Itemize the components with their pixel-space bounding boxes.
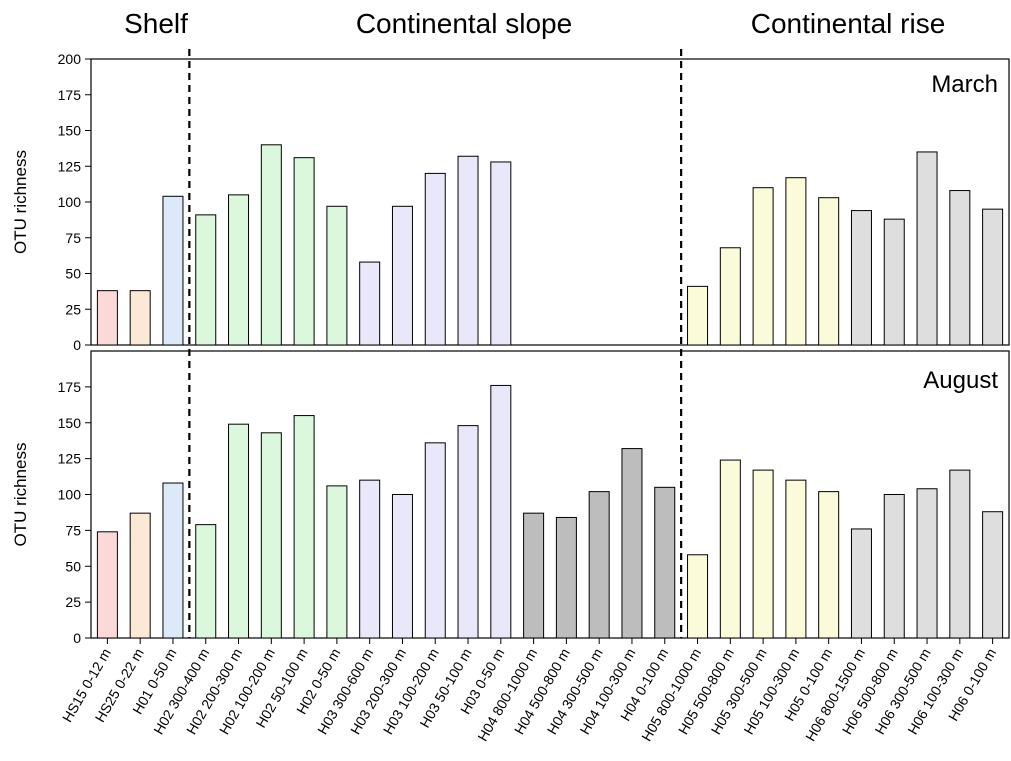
y-tick-label: 50: [65, 266, 81, 282]
bar-august-h03-200-300-m: [391, 494, 413, 639]
bar-august-hs25-0-22-m: [129, 512, 151, 639]
bar-august-h02-100-200-m: [260, 432, 282, 639]
bar-august-h02-200-300-m: [228, 423, 250, 639]
y-tick-label: 25: [65, 594, 81, 610]
bar-march-h06-300-500-m: [916, 151, 938, 346]
bar-august-h04-500-800-m: [555, 516, 577, 639]
y-tick-label: 125: [58, 451, 82, 467]
bar-august-h04-800-1000-m: [523, 512, 545, 639]
bar-august-h05-800-1000-m: [687, 554, 709, 639]
y-tick-label: 175: [58, 87, 82, 103]
panel-title-march: March: [931, 71, 998, 98]
y-tick-label: 100: [58, 194, 82, 210]
bar-august-hs15-0-12-m: [96, 531, 118, 639]
bar-march-hs15-0-12-m: [96, 290, 118, 346]
y-tick-label: 0: [73, 630, 81, 646]
bar-august-h03-50-100-m: [457, 425, 479, 639]
bar-august-h02-50-100-m: [293, 415, 315, 639]
y-tick-label: 75: [65, 522, 81, 538]
bar-august-h04-100-300-m: [621, 448, 643, 639]
region-dividers: [188, 49, 683, 638]
y-tick-label: 175: [58, 379, 82, 395]
bar-august-h04-0-100-m: [654, 486, 676, 639]
y-axis-label: OTU richness: [11, 443, 30, 547]
bar-august-h03-100-200-m: [424, 442, 446, 639]
bar-august-h06-800-1500-m: [850, 528, 872, 639]
y-tick-label: 150: [58, 415, 82, 431]
bar-march-h03-0-50-m: [490, 161, 512, 346]
bar-march-h05-100-300-m: [785, 177, 807, 346]
y-tick-label: 25: [65, 301, 81, 317]
bar-march-h03-50-100-m: [457, 155, 479, 346]
bar-august-h02-0-50-m: [326, 485, 348, 639]
y-tick-label: 0: [73, 337, 81, 353]
bar-march-h06-0-100-m: [982, 208, 1004, 346]
bar-august-h06-500-800-m: [883, 494, 905, 639]
bar-march-h02-50-100-m: [293, 157, 315, 346]
bar-august-h05-300-500-m: [752, 469, 774, 639]
panel-august: 0 25 50 75 100 125 150 175 OTU richness August: [11, 350, 1010, 646]
region-titles: Shelf Continental slope Continental rise: [124, 8, 945, 39]
bar-march-h05-800-1000-m: [687, 285, 709, 346]
bar-august-h06-300-500-m: [916, 488, 938, 639]
bar-march-hs25-0-22-m: [129, 290, 151, 346]
y-tick-label: 150: [58, 123, 82, 139]
bar-august-h01-0-50-m: [162, 482, 184, 639]
bar-march-h03-100-200-m: [424, 172, 446, 346]
region-title-continental-rise: Continental rise: [751, 8, 946, 39]
bar-august-h05-500-800-m: [719, 459, 741, 639]
bar-march-h02-0-50-m: [326, 205, 348, 346]
bar-march-h02-100-200-m: [260, 144, 282, 346]
region-title-shelf: Shelf: [124, 8, 188, 39]
region-title-continental-slope: Continental slope: [356, 8, 572, 39]
bar-march-h01-0-50-m: [162, 195, 184, 346]
y-tick-label: 75: [65, 230, 81, 246]
bar-march-h05-0-100-m: [818, 197, 840, 346]
y-tick-label: 100: [58, 487, 82, 503]
panel-march: 0 25 50 75 100 125 150 175 200 OTU richness March: [11, 51, 1010, 353]
bar-august-h05-0-100-m: [818, 491, 840, 639]
y-tick-label: 50: [65, 558, 81, 574]
bar-march-h03-300-600-m: [359, 261, 381, 346]
y-tick-label: 200: [58, 51, 82, 67]
bar-august-h03-300-600-m: [359, 479, 381, 639]
bar-march-h02-300-400-m: [195, 214, 217, 346]
bar-august-h02-300-400-m: [195, 524, 217, 639]
y-tick-label: 125: [58, 158, 82, 174]
bar-august-h06-0-100-m: [982, 511, 1004, 639]
bar-march-h05-500-800-m: [719, 247, 741, 346]
bar-march-h06-100-300-m: [949, 190, 971, 346]
bar-august-h05-100-300-m: [785, 479, 807, 639]
bar-march-h05-300-500-m: [752, 187, 774, 346]
bar-march-h06-500-800-m: [883, 218, 905, 346]
y-axis-label: OTU richness: [11, 150, 30, 254]
bar-march-h06-800-1500-m: [850, 210, 872, 346]
bar-august-h06-100-300-m: [949, 469, 971, 639]
bar-august-h04-300-500-m: [588, 491, 610, 639]
panel-title-august: August: [923, 367, 998, 394]
bar-march-h02-200-300-m: [228, 194, 250, 346]
bar-august-h03-0-50-m: [490, 384, 512, 639]
bar-march-h03-200-300-m: [391, 205, 413, 346]
